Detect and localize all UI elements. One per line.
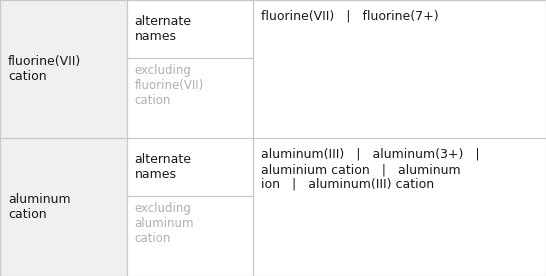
Text: aluminum
cation: aluminum cation	[8, 193, 70, 221]
Text: fluorine(VII)   |   fluorine(7+): fluorine(VII) | fluorine(7+)	[262, 10, 439, 23]
Bar	[127, 0, 253, 58]
Text: excluding
aluminum
cation: excluding aluminum cation	[135, 202, 194, 245]
Bar	[253, 0, 546, 138]
Text: fluorine(VII)
cation: fluorine(VII) cation	[8, 55, 81, 83]
Bar	[0, 0, 127, 138]
Bar	[127, 138, 253, 196]
Text: alternate
names: alternate names	[135, 15, 192, 43]
Text: aluminum(III)   |   aluminum(3+)   |
aluminium cation   |   aluminum
ion   |   a: aluminum(III) | aluminum(3+) | aluminium…	[262, 148, 480, 191]
Bar	[0, 138, 127, 276]
Text: alternate
names: alternate names	[135, 153, 192, 181]
Bar	[253, 138, 546, 276]
Bar	[127, 196, 253, 276]
Bar	[127, 58, 253, 138]
Text: excluding
fluorine(VII)
cation: excluding fluorine(VII) cation	[135, 64, 204, 107]
